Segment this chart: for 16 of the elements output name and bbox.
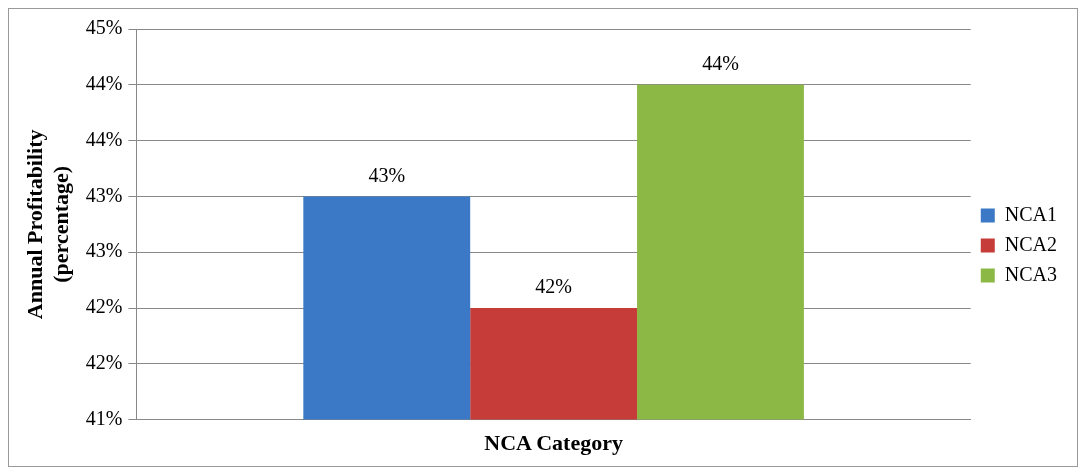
y-tick-label: 43% xyxy=(85,239,123,262)
x-axis-title: NCA Category xyxy=(484,430,623,456)
y-tick-label: 41% xyxy=(85,406,123,429)
y-tick-label: 43% xyxy=(85,183,123,206)
y-axis-title: Annual Profitability (percentage) xyxy=(21,129,74,320)
legend-label: NCA3 xyxy=(1004,262,1058,285)
y-tick-label: 42% xyxy=(85,351,123,374)
legend-label: NCA2 xyxy=(1004,232,1058,255)
data-label: 42% xyxy=(535,275,572,298)
y-tick-label: 44% xyxy=(85,127,123,150)
y-tick-label: 42% xyxy=(85,295,123,318)
y-tick-label: 45% xyxy=(85,16,123,39)
data-label: 43% xyxy=(368,163,406,186)
data-label: 44% xyxy=(702,52,739,75)
y-tick-label: 44% xyxy=(85,72,123,95)
legend-label: NCA1 xyxy=(1004,202,1058,225)
